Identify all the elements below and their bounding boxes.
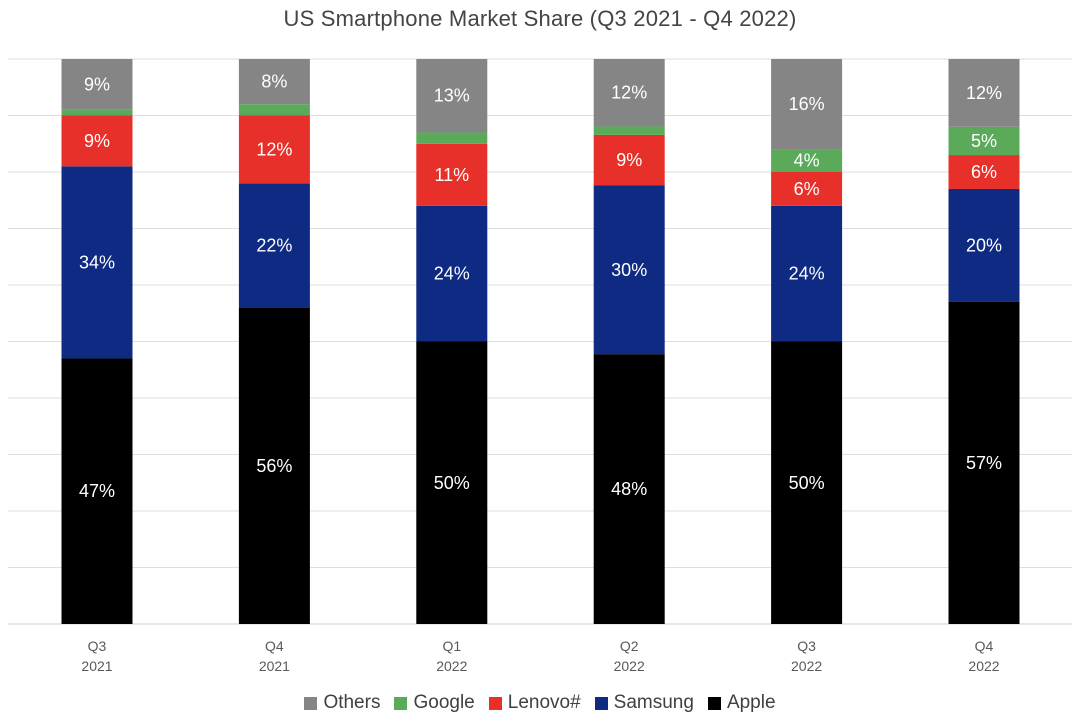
data-label-samsung-4: 30% <box>611 260 647 280</box>
data-label-lenovo-3: 11% <box>434 165 469 185</box>
legend-label-samsung: Samsung <box>613 692 694 713</box>
bar-samsung-4 <box>593 185 665 355</box>
data-label-samsung-3: 24% <box>434 264 470 284</box>
bar-google-3 <box>416 132 488 144</box>
bar-google-4 <box>593 126 665 135</box>
bars <box>61 59 1020 624</box>
bar-apple-3 <box>416 341 488 624</box>
data-label-lenovo-5: 6% <box>794 179 820 199</box>
legend-item-lenovo: Lenovo# <box>488 692 581 714</box>
data-label-others-1: 9% <box>84 74 110 94</box>
data-label-samsung-2: 22% <box>256 235 292 255</box>
legend-swatch-samsung <box>594 696 608 710</box>
data-label-apple-1: 47% <box>79 481 115 501</box>
x-tick-label-4-line-2: 2022 <box>614 658 645 674</box>
x-tick-label-6-line-2: 2022 <box>968 658 999 674</box>
data-label-apple-5: 50% <box>789 473 825 493</box>
legend-swatch-apple <box>707 696 721 710</box>
x-tick-label-2-line-1: Q4 <box>265 638 284 654</box>
x-tick-label-5-line-2: 2022 <box>791 658 822 674</box>
bar-samsung-1 <box>61 166 133 359</box>
bar-samsung-6 <box>948 188 1020 302</box>
bar-lenovo-5 <box>771 172 843 206</box>
data-label-google-5: 4% <box>794 151 820 171</box>
data-label-samsung-5: 24% <box>789 264 825 284</box>
data-label-samsung-1: 34% <box>79 252 115 272</box>
data-label-others-5: 16% <box>789 94 825 114</box>
data-label-lenovo-4: 9% <box>616 150 642 170</box>
bar-lenovo-4 <box>593 134 665 186</box>
bar-others-1 <box>61 59 133 110</box>
x-tick-labels: Q3 2021 Q4 2021 Q1 2022 Q2 2022 Q3 2022 Q4 2022 <box>81 638 999 674</box>
data-label-lenovo-6: 6% <box>971 162 997 182</box>
legend-label-lenovo: Lenovo# <box>507 692 581 713</box>
bar-apple-4 <box>593 354 665 624</box>
data-label-apple-4: 48% <box>611 479 647 499</box>
bar-lenovo-1 <box>61 115 133 167</box>
bar-apple-1 <box>61 358 133 624</box>
legend-item-apple: Apple <box>707 692 776 714</box>
bar-lenovo-2 <box>238 115 310 184</box>
gridlines <box>8 58 1072 625</box>
bar-lenovo-3 <box>416 143 488 206</box>
data-label-apple-6: 57% <box>966 453 1002 473</box>
data-label-apple-2: 56% <box>256 456 292 476</box>
legend-label-others: Others <box>323 692 381 713</box>
legend-item-google: Google <box>394 692 475 714</box>
bar-others-2 <box>238 59 310 105</box>
bar-others-4 <box>593 59 665 127</box>
legend-swatch-google <box>394 696 408 710</box>
bar-google-5 <box>771 149 843 172</box>
data-label-lenovo-1: 9% <box>84 131 110 151</box>
bar-lenovo-6 <box>948 155 1020 189</box>
legend-swatch-others <box>304 696 318 710</box>
bar-google-1 <box>61 109 133 116</box>
legend-item-samsung: Samsung <box>594 692 694 714</box>
bar-apple-5 <box>771 341 843 624</box>
bar-samsung-5 <box>771 205 843 342</box>
data-label-others-2: 8% <box>261 72 287 92</box>
x-tick-label-3-line-2: 2022 <box>436 658 467 674</box>
data-label-apple-3: 50% <box>434 473 470 493</box>
legend-swatch-lenovo <box>488 696 502 710</box>
bar-apple-6 <box>948 301 1020 624</box>
chart-title: US Smartphone Market Share (Q3 2021 - Q4… <box>283 6 797 31</box>
bar-others-3 <box>416 59 488 133</box>
bar-others-6 <box>948 59 1020 127</box>
data-label-others-4: 12% <box>611 83 647 103</box>
bar-google-6 <box>948 126 1020 156</box>
data-labels: 47% 34% 9% 9% 56% 22% 12% 8% 50% 24% 11% 13% 48% 30% 9… <box>79 72 1002 502</box>
x-tick-label-6-line-1: Q4 <box>975 638 994 654</box>
data-label-others-3: 13% <box>434 86 470 106</box>
data-label-lenovo-2: 12% <box>256 139 292 159</box>
bar-apple-2 <box>238 307 310 624</box>
x-tick-label-2-line-2: 2021 <box>259 658 290 674</box>
legend-label-google: Google <box>413 692 475 713</box>
bar-samsung-2 <box>238 183 310 308</box>
legend: Others Google Lenovo# Samsung Apple <box>0 692 1080 714</box>
bar-google-2 <box>238 104 310 116</box>
bar-others-5 <box>771 59 843 150</box>
x-tick-label-5-line-1: Q3 <box>797 638 816 654</box>
data-label-others-6: 12% <box>966 83 1002 103</box>
data-label-google-6: 5% <box>971 131 997 151</box>
x-tick-label-4-line-1: Q2 <box>620 638 639 654</box>
x-tick-label-1-line-1: Q3 <box>88 638 107 654</box>
legend-item-others: Others <box>304 692 380 714</box>
x-tick-label-1-line-2: 2021 <box>81 658 112 674</box>
legend-label-apple: Apple <box>726 692 776 713</box>
bar-samsung-3 <box>416 205 488 342</box>
x-tick-label-3-line-1: Q1 <box>442 638 461 654</box>
data-label-samsung-6: 20% <box>966 235 1002 255</box>
